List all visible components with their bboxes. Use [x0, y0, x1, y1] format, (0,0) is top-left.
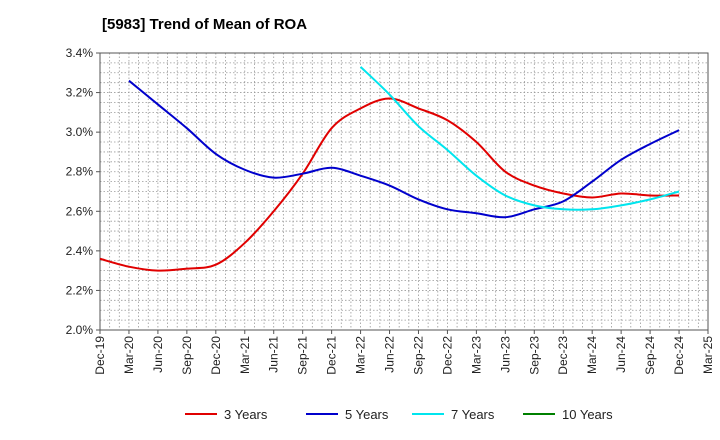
x-tick-label: Mar-22 — [354, 336, 368, 374]
legend-label: 5 Years — [345, 407, 389, 422]
legend-label: 7 Years — [451, 407, 495, 422]
y-tick-label: 3.4% — [66, 46, 94, 60]
series-line-3-years — [99, 97, 680, 272]
x-tick-label: Jun-24 — [614, 336, 628, 373]
x-tick-label: Dec-23 — [556, 336, 570, 375]
x-tick-label: Jun-21 — [267, 336, 281, 373]
x-tick-label: Sep-24 — [643, 336, 657, 375]
x-tick-label: Mar-23 — [469, 336, 483, 374]
x-tick-label: Sep-23 — [527, 336, 541, 375]
y-tick-label: 2.0% — [66, 323, 94, 337]
x-tick-label: Dec-19 — [93, 336, 107, 375]
y-tick-label: 2.8% — [66, 165, 94, 179]
x-tick-label: Dec-21 — [325, 336, 339, 375]
y-tick-label: 2.6% — [66, 204, 94, 218]
x-tick-label: Dec-22 — [440, 336, 454, 375]
x-tick-label: Jun-20 — [151, 336, 165, 373]
series-line-7-years — [359, 66, 680, 211]
x-tick-label: Mar-21 — [238, 336, 252, 374]
x-tick-label: Mar-24 — [585, 336, 599, 374]
series-lines — [99, 66, 680, 272]
plot-border — [99, 52, 709, 331]
legend-label: 10 Years — [562, 407, 613, 422]
legend: 3 Years 5 Years 7 Years 10 Years — [185, 407, 613, 422]
x-tick-label: Sep-21 — [296, 336, 310, 375]
x-tick-label: Jun-22 — [383, 336, 397, 373]
x-tick-label: Jun-23 — [498, 336, 512, 373]
chart-title: [5983] Trend of Mean of ROA — [102, 16, 307, 33]
y-tick-label: 3.0% — [66, 125, 94, 139]
x-tick-label: Mar-20 — [122, 336, 136, 374]
x-tick-label: Sep-22 — [411, 336, 425, 375]
x-tick-label: Sep-20 — [180, 336, 194, 375]
legend-label: 3 Years — [224, 407, 268, 422]
x-tick-label: Dec-24 — [672, 336, 686, 375]
y-tick-label: 2.2% — [66, 283, 94, 297]
series-line-5-years — [128, 79, 680, 219]
x-axis-ticks: Dec-19 Mar-20 Jun-20 Sep-20 Dec-20 Mar-21 Jun-… — [93, 330, 715, 375]
y-tick-label: 2.4% — [66, 244, 94, 258]
x-tick-label: Dec-20 — [209, 336, 223, 375]
x-tick-label: Mar-25 — [701, 336, 715, 374]
y-tick-label: 3.2% — [66, 86, 94, 100]
y-axis-ticks: 2.0% 2.2% 2.4% 2.6% 2.8% 3.0% 3.2% 3.4% — [66, 46, 100, 337]
